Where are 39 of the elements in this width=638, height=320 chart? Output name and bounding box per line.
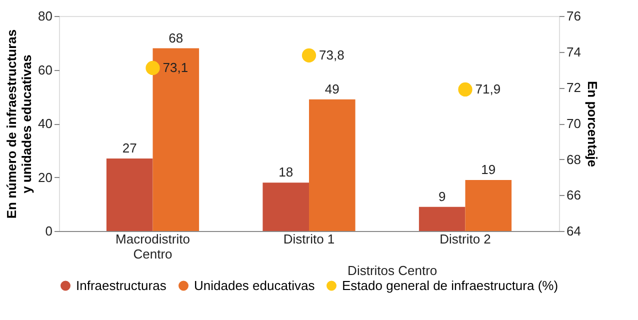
x-tick-label: Macrodistrito Centro bbox=[116, 232, 190, 262]
text: Distritos Centro bbox=[348, 263, 438, 278]
legend-label: Infraestructuras bbox=[76, 278, 167, 293]
y2-tick-label: 64 bbox=[566, 224, 581, 238]
bar bbox=[152, 48, 200, 231]
bar bbox=[262, 182, 309, 231]
y-tick-label: 0 bbox=[45, 224, 52, 238]
y-axis-title: En número de infraestructuras y unidades educativas bbox=[4, 29, 34, 219]
point bbox=[458, 82, 472, 97]
data-label: 27 bbox=[122, 140, 137, 156]
data-label: 9 bbox=[438, 188, 446, 204]
y-tick-label: 80 bbox=[38, 8, 52, 24]
y2-axis-title: En porcentaje bbox=[584, 81, 600, 167]
y-tick-label: 40 bbox=[38, 116, 52, 131]
y-tick-label: 20 bbox=[38, 170, 52, 185]
y2-tick-label: 70 bbox=[566, 116, 581, 131]
data-label: 49 bbox=[324, 81, 340, 96]
x-tick-label: Distrito 1 bbox=[283, 232, 335, 246]
point bbox=[146, 60, 160, 76]
data-label: 18 bbox=[278, 164, 294, 180]
legend-label: Unidades educativas bbox=[194, 278, 316, 293]
bar bbox=[418, 206, 466, 231]
y2-tick-label: 72 bbox=[566, 80, 581, 96]
bar bbox=[106, 158, 153, 231]
data-label: 19 bbox=[481, 162, 496, 177]
bar bbox=[309, 99, 356, 231]
y2-tick-label: 74 bbox=[566, 44, 581, 60]
point bbox=[302, 48, 316, 62]
legend-label: Estado general de infraestructura (%) bbox=[342, 278, 558, 293]
y2-tick-label: 76 bbox=[566, 8, 581, 24]
data-label: 73,1 bbox=[162, 60, 188, 75]
data-label: 71,9 bbox=[475, 81, 501, 96]
x-tick-label: Distrito 2 bbox=[440, 232, 491, 246]
data-label: 68 bbox=[168, 30, 184, 46]
bar bbox=[465, 180, 512, 231]
y2-tick-label: 68 bbox=[566, 152, 581, 167]
y-tick-label: 60 bbox=[38, 62, 52, 78]
data-label: 73,8 bbox=[319, 47, 344, 62]
y2-tick-label: 66 bbox=[566, 188, 581, 203]
